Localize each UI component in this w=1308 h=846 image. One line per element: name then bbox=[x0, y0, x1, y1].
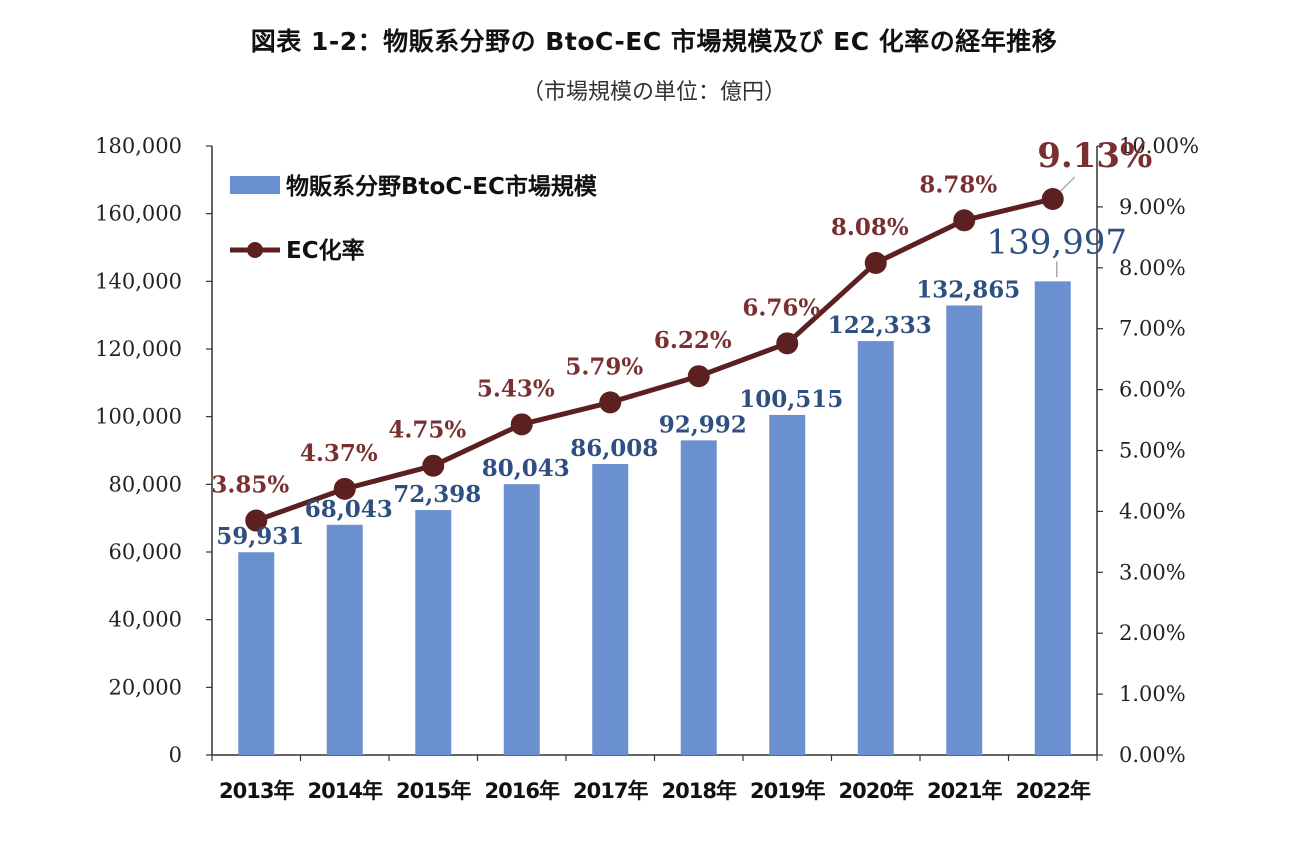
chart-subtitle: （市場規模の単位：億円） bbox=[521, 80, 786, 105]
x-tick-label: 2020年 bbox=[839, 779, 914, 803]
y-left-tick-label: 160,000 bbox=[95, 202, 182, 226]
x-tick-label: 2013年 bbox=[219, 779, 294, 803]
x-tick-label: 2015年 bbox=[396, 779, 471, 803]
x-tick-label: 2018年 bbox=[662, 779, 737, 803]
bar bbox=[415, 510, 452, 755]
bar-data-label: 72,398 bbox=[393, 481, 481, 508]
line-point bbox=[953, 209, 976, 232]
y-left-tick-label: 100,000 bbox=[95, 405, 182, 429]
bar bbox=[857, 341, 894, 755]
line-data-label: 3.85% bbox=[211, 472, 289, 499]
bar-data-label: 122,333 bbox=[828, 312, 932, 339]
y-right-tick-label: 1.00% bbox=[1119, 682, 1186, 706]
y-right-tick-label: 0.00% bbox=[1119, 743, 1186, 767]
legend-line-label: EC化率 bbox=[286, 237, 365, 264]
y-left-tick-label: 80,000 bbox=[109, 472, 182, 496]
bar bbox=[238, 552, 275, 755]
y-right-tick-label: 9.00% bbox=[1119, 195, 1186, 219]
line-label-leader bbox=[1060, 176, 1076, 192]
bar bbox=[592, 464, 629, 755]
x-tick-label: 2019年 bbox=[750, 779, 825, 803]
y-left-tick-label: 40,000 bbox=[109, 608, 182, 632]
line-data-label: 9.13% bbox=[1037, 136, 1152, 176]
y-right-tick-label: 6.00% bbox=[1119, 378, 1186, 402]
bar-data-label: 68,043 bbox=[305, 496, 393, 523]
line-point bbox=[776, 332, 799, 355]
bar bbox=[680, 440, 717, 755]
y-left-tick-label: 0 bbox=[169, 743, 182, 767]
bar bbox=[326, 524, 363, 755]
line-data-label: 4.37% bbox=[300, 440, 378, 467]
y-right-tick-label: 8.00% bbox=[1119, 256, 1186, 280]
bar-data-label: 80,043 bbox=[482, 455, 570, 482]
legend-bar-swatch bbox=[230, 176, 280, 194]
bar-data-label: 132,865 bbox=[916, 276, 1020, 303]
bar-data-label: 100,515 bbox=[739, 386, 843, 413]
line-point bbox=[599, 391, 622, 414]
legend-bar-label: 物販系分野BtoC-EC市場規模 bbox=[286, 173, 598, 200]
line-data-label: 4.75% bbox=[388, 417, 466, 444]
legend-line-marker bbox=[247, 242, 263, 258]
line-data-label: 5.79% bbox=[565, 353, 643, 380]
x-tick-label: 2022年 bbox=[1016, 779, 1091, 803]
y-right-tick-label: 4.00% bbox=[1119, 499, 1186, 523]
line-point bbox=[687, 365, 710, 388]
y-right-tick-label: 7.00% bbox=[1119, 317, 1186, 341]
line-data-label: 6.76% bbox=[742, 294, 820, 321]
y-left-tick-label: 20,000 bbox=[109, 675, 182, 699]
bar-data-label: 86,008 bbox=[570, 435, 658, 462]
line-point bbox=[333, 477, 356, 500]
y-right-tick-label: 3.00% bbox=[1119, 560, 1186, 584]
line-point bbox=[510, 413, 533, 436]
x-tick-label: 2016年 bbox=[485, 779, 560, 803]
y-right-tick-label: 10.00% bbox=[1119, 134, 1199, 158]
line-point bbox=[864, 251, 887, 274]
chart-title: 図表 1-2：物販系分野の BtoC-EC 市場規模及び EC 化率の経年推移 bbox=[250, 27, 1058, 56]
bar bbox=[769, 414, 806, 755]
series-line bbox=[253, 196, 1056, 524]
y-left-tick-label: 180,000 bbox=[95, 134, 182, 158]
line-data-label: 6.22% bbox=[654, 327, 732, 354]
line-point bbox=[245, 509, 268, 532]
y-left-tick-label: 120,000 bbox=[95, 337, 182, 361]
y-left-tick-label: 60,000 bbox=[109, 540, 182, 564]
line-data-label: 8.78% bbox=[919, 171, 997, 198]
x-tick-label: 2014年 bbox=[308, 779, 383, 803]
x-tick-label: 2021年 bbox=[927, 779, 1002, 803]
y-right-tick-label: 2.00% bbox=[1119, 621, 1186, 645]
bar-data-label: 139,997 bbox=[986, 222, 1127, 262]
bar bbox=[946, 305, 983, 755]
x-tick-label: 2017年 bbox=[573, 779, 648, 803]
line-data-label: 5.43% bbox=[477, 375, 555, 402]
y-left-tick-label: 140,000 bbox=[95, 269, 182, 293]
line-point bbox=[1041, 187, 1064, 210]
line-data-label: 8.08% bbox=[831, 214, 909, 241]
line-point bbox=[422, 454, 445, 477]
bar-data-label: 59,931 bbox=[216, 523, 304, 550]
bar bbox=[503, 484, 540, 755]
y-right-tick-label: 5.00% bbox=[1119, 439, 1186, 463]
bar bbox=[1034, 281, 1071, 755]
bar-data-label: 92,992 bbox=[659, 411, 747, 438]
